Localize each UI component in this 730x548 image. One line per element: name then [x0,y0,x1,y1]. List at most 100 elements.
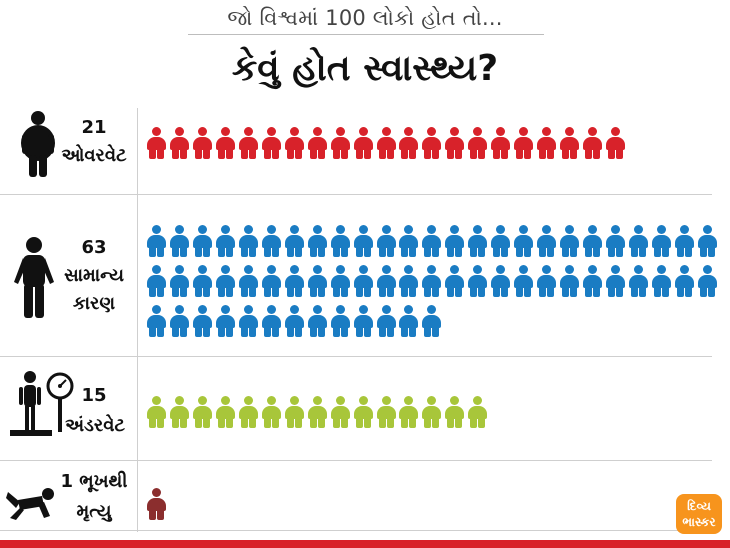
person-figure [192,305,212,337]
scale-person-icon [8,368,78,438]
person-figure [560,127,580,159]
person-figure [376,305,396,337]
person-figure [468,225,488,257]
fallen-person-icon [4,482,58,522]
person-figure [238,127,258,159]
person-figure [284,225,304,257]
person-figure [583,225,603,257]
column-divider [137,108,138,532]
person-figure [261,396,281,428]
person-figure [560,265,580,297]
person-figure [215,305,235,337]
person-figure [192,225,212,257]
infographic-title: કેવું હોત સ્વાસ્થ્ય? [231,48,499,89]
person-figure [697,265,717,297]
person-figure [491,127,511,159]
person-figure [399,396,419,428]
infographic-subtitle: જો વિશ્વમાં 100 લોકો હોત તો... [227,6,503,30]
person-figure [376,396,396,428]
person-figure [445,225,465,257]
person-figure [606,265,625,297]
person-figure [697,225,717,257]
person-figure [169,396,189,428]
person-figure [514,265,534,297]
normal-label-line2: કારણ [72,293,116,314]
person-figure [215,127,235,159]
brand-line2: ભાસ્કર [682,515,716,529]
person-figure [169,225,189,257]
person-figure [651,225,671,257]
person-figure [445,265,465,297]
underweight-count: 15 [81,385,107,406]
divya-bhaskar-logo: દિવ્ય ભાસ્કર [676,494,722,534]
person-figure [330,265,350,297]
person-figure [399,305,419,337]
normal-count: 63 [81,237,107,258]
person-figure [284,305,304,337]
person-figure [261,225,281,257]
person-figure [651,265,671,297]
overweight-label: ઓવરવેટ [61,145,127,166]
section-divider [0,460,712,461]
underweight-label: અંડરવેટ [65,415,125,436]
person-figure [491,265,511,297]
person-figure [238,225,258,257]
person-figure [674,265,694,297]
starvation-label-line2: મૃત્યુ [76,501,112,522]
person-figure [606,127,625,159]
person-figure [628,265,648,297]
person-figure [261,265,281,297]
person-figure [583,127,603,159]
section-divider [0,356,712,357]
person-figure [628,225,648,257]
normal-person-icon [12,236,56,320]
person-figure [422,265,442,297]
person-figure [238,396,258,428]
person-figure [147,488,166,520]
person-figure [353,396,373,428]
person-figure [261,305,281,337]
person-figure [169,127,189,159]
person-figure [192,396,212,428]
person-figure [353,305,373,337]
person-figure [353,225,373,257]
person-figure [376,127,396,159]
person-figure [353,127,373,159]
person-figure [147,305,166,337]
person-figure [169,305,189,337]
person-figure [514,127,534,159]
person-figure [399,127,419,159]
person-figure [422,225,442,257]
person-figure [422,305,442,337]
overweight-count: 21 [81,117,107,138]
person-figure [192,265,212,297]
brand-line1: દિવ્ય [687,499,711,513]
section-divider [0,194,712,195]
person-figure [353,265,373,297]
person-figure [537,225,557,257]
person-figure [330,396,350,428]
person-figure [330,127,350,159]
person-figure [514,225,534,257]
person-figure [537,127,557,159]
person-figure [376,265,396,297]
person-figure [468,396,488,428]
subtitle-divider [188,34,544,35]
person-figure [330,225,350,257]
person-figure [147,396,166,428]
person-figure [606,225,625,257]
person-figure [307,305,327,337]
person-figure [261,127,281,159]
person-figure [560,225,580,257]
person-figure [284,265,304,297]
overweight-person-icon [18,110,58,180]
person-figure [445,127,465,159]
bottom-accent-bar [0,540,730,548]
person-figure [537,265,557,297]
person-figure [422,396,442,428]
person-figure [307,265,327,297]
normal-label-line1: સામાન્ય [64,265,124,286]
person-figure [399,225,419,257]
person-figure [445,396,465,428]
person-figure [284,396,304,428]
